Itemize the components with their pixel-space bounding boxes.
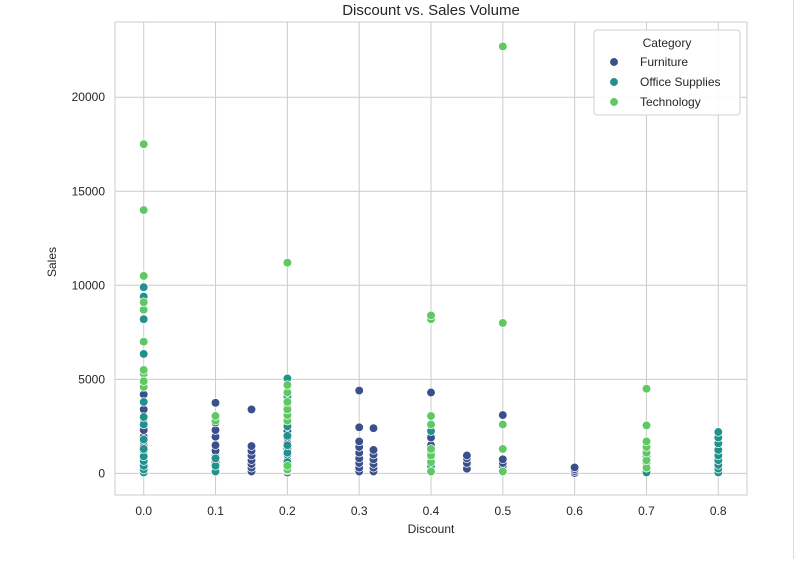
x-tick-label: 0.7 [638, 504, 655, 518]
window-edge [793, 0, 794, 559]
y-tick-label: 5000 [78, 372, 105, 386]
legend-items: Furniture Office Supplies Technology [609, 55, 721, 109]
data-points [139, 41, 723, 478]
data-point-technology [498, 419, 508, 430]
data-point-office-supplies [713, 427, 723, 437]
data-point-technology [139, 205, 149, 215]
data-point-technology [426, 310, 436, 321]
x-tick-label: 0.6 [566, 504, 583, 518]
data-point-technology [139, 139, 149, 149]
legend-marker [609, 97, 619, 107]
data-point-furniture [462, 450, 472, 461]
data-point-technology [498, 41, 508, 52]
x-tick-labels: 0.0 0.1 0.2 0.3 0.4 0.5 0.6 0.7 0.8 [135, 504, 727, 518]
data-point-office-supplies [210, 453, 221, 463]
data-point-technology [498, 318, 508, 328]
data-point-office-supplies [139, 314, 149, 324]
data-point-office-supplies [282, 440, 293, 450]
data-point-office-supplies [139, 282, 149, 292]
chart-title: Discount vs. Sales Volume [342, 2, 520, 19]
y-tick-label: 15000 [72, 184, 106, 198]
x-tick-label: 0.5 [494, 504, 511, 518]
data-point-office-supplies [139, 434, 149, 445]
data-point-office-supplies [282, 431, 293, 441]
legend-label: Technology [640, 95, 701, 109]
data-point-furniture [210, 440, 221, 450]
legend-marker [609, 77, 619, 87]
data-point-furniture [246, 441, 257, 451]
data-point-technology [498, 444, 508, 454]
x-tick-label: 0.4 [423, 504, 440, 518]
data-point-technology [282, 380, 293, 390]
legend-title: Category [643, 36, 692, 50]
data-point-furniture [426, 387, 436, 398]
y-tick-label: 10000 [72, 278, 106, 292]
data-point-furniture [569, 462, 580, 473]
data-point-technology [498, 466, 508, 477]
data-point-technology [426, 419, 436, 430]
data-point-technology [210, 411, 221, 421]
data-point-technology [139, 376, 149, 386]
x-tick-label: 0.1 [207, 504, 224, 518]
data-point-technology [139, 297, 149, 307]
data-point-office-supplies [139, 349, 149, 359]
y-tick-label: 20000 [72, 90, 106, 104]
legend-marker [609, 57, 619, 67]
plot-area-frame [114, 21, 748, 496]
legend-label: Office Supplies [640, 75, 721, 89]
data-point-furniture [368, 423, 379, 433]
y-tick-labels: 0 5000 10000 15000 20000 [72, 90, 106, 480]
data-point-technology [282, 258, 293, 268]
data-point-furniture [498, 454, 508, 464]
x-tick-label: 0.8 [710, 504, 727, 518]
legend-box [593, 29, 741, 116]
data-point-furniture [354, 436, 364, 447]
data-point-furniture [498, 410, 508, 420]
data-point-furniture [246, 404, 257, 415]
data-point-technology [641, 420, 652, 431]
data-point-technology [426, 466, 436, 477]
x-axis-label: Discount [408, 522, 455, 536]
data-point-technology [641, 384, 652, 394]
x-tick-label: 0.2 [279, 504, 296, 518]
legend-label: Furniture [640, 55, 688, 69]
data-point-technology [139, 271, 149, 281]
x-tick-label: 0.0 [135, 504, 152, 518]
data-point-office-supplies [139, 412, 149, 422]
data-point-technology [426, 444, 436, 454]
data-point-furniture [210, 398, 221, 408]
data-point-technology [139, 337, 149, 347]
data-point-furniture [354, 385, 364, 396]
data-point-office-supplies [139, 397, 149, 407]
data-point-furniture [354, 422, 364, 432]
x-tick-label: 0.3 [351, 504, 368, 518]
legend: Category Furniture Office Supplies Technol… [593, 29, 741, 116]
data-point-office-supplies [139, 444, 149, 454]
data-point-technology [426, 411, 436, 421]
data-point-technology [641, 436, 652, 447]
data-point-technology [139, 365, 149, 375]
data-point-furniture [368, 445, 379, 455]
data-point-technology [282, 397, 293, 407]
y-axis-label: Sales [45, 247, 59, 277]
data-point-technology [282, 461, 293, 471]
y-tick-label: 0 [98, 466, 105, 480]
